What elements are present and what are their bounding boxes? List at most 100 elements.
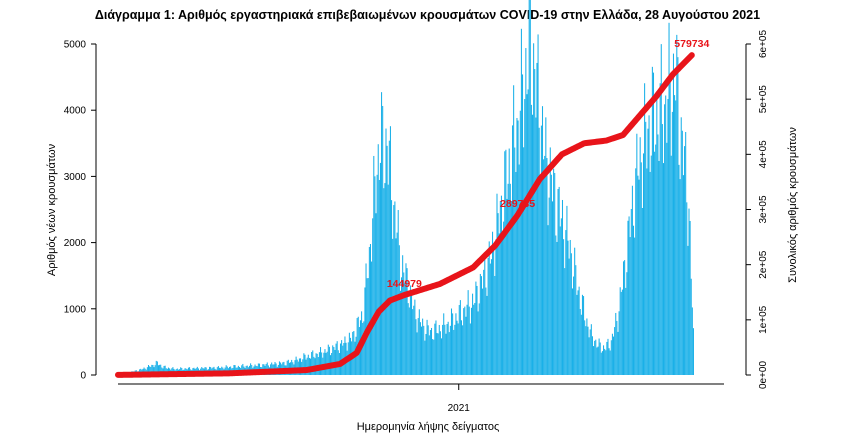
- bar: [534, 69, 536, 375]
- bar: [557, 188, 559, 375]
- bar: [646, 168, 648, 375]
- bar: [553, 168, 555, 375]
- bar: [659, 83, 661, 375]
- bar: [595, 339, 597, 375]
- bar: [531, 114, 534, 375]
- bar: [464, 306, 466, 375]
- bar: [529, 0, 531, 376]
- bar: [302, 359, 304, 375]
- bar: [414, 299, 416, 375]
- bar: [250, 363, 252, 375]
- bar: [670, 155, 672, 375]
- bar: [549, 147, 551, 375]
- bar: [447, 321, 449, 375]
- bar: [687, 245, 689, 375]
- bar: [392, 238, 394, 375]
- bar: [469, 323, 471, 375]
- bar: [666, 142, 668, 375]
- bar: [488, 241, 490, 375]
- bar: [564, 268, 566, 375]
- bar: [543, 159, 545, 375]
- bar: [657, 134, 659, 375]
- bar: [625, 287, 627, 375]
- bar: [516, 118, 518, 376]
- bar: [446, 324, 448, 375]
- bar: [530, 104, 532, 376]
- bar: [535, 117, 537, 376]
- bar: [655, 144, 657, 375]
- bar: [452, 313, 454, 375]
- bar: [425, 333, 427, 375]
- bar: [548, 197, 550, 375]
- bar: [454, 324, 456, 375]
- bar: [533, 43, 535, 375]
- bar: [418, 309, 420, 375]
- bar: [407, 303, 409, 375]
- bar: [617, 331, 619, 375]
- bar: [333, 347, 335, 375]
- bar: [493, 248, 495, 375]
- bar: [433, 339, 435, 375]
- bar: [620, 291, 622, 375]
- bar: [559, 226, 561, 375]
- bar: [155, 360, 157, 375]
- bar: [475, 281, 477, 375]
- bar: [618, 311, 620, 375]
- bar: [328, 346, 330, 375]
- bar: [637, 175, 639, 375]
- bar: [434, 323, 436, 375]
- bar: [496, 193, 498, 375]
- bar: [487, 257, 489, 375]
- y-axis-label: Αριθμός νέων κρουσμάτων: [46, 143, 58, 276]
- bar: [504, 151, 506, 375]
- bar: [568, 258, 570, 375]
- bar: [518, 164, 520, 375]
- bar: [499, 201, 501, 375]
- bar: [160, 364, 162, 375]
- bar: [538, 127, 540, 375]
- bar: [527, 89, 529, 375]
- bar: [500, 195, 502, 375]
- y2-tick-label: 1e+05: [758, 305, 769, 334]
- y2-tick-label: 0e+00: [758, 361, 769, 390]
- bar: [300, 358, 302, 375]
- bar: [665, 95, 667, 376]
- cumulative-line-path: [115, 52, 695, 378]
- bar: [677, 57, 679, 375]
- bar: [417, 318, 419, 375]
- bar: [651, 66, 653, 375]
- bar: [536, 62, 538, 376]
- bar: [684, 146, 686, 375]
- bar: [391, 200, 393, 375]
- bar: [295, 356, 297, 375]
- bar: [526, 94, 528, 375]
- y-tick-label: 5000: [64, 40, 87, 51]
- bar: [604, 348, 606, 375]
- bar: [315, 353, 317, 375]
- bar: [623, 261, 625, 375]
- bar: [565, 230, 567, 375]
- bar: [324, 349, 326, 375]
- bar: [405, 263, 407, 375]
- bar: [629, 237, 631, 375]
- bar: [668, 22, 670, 376]
- bar: [480, 276, 482, 375]
- x-axis-label: Ημερομηνία λήψης δείγματος: [357, 421, 500, 433]
- bar: [466, 304, 468, 375]
- bar: [439, 331, 441, 375]
- bar: [692, 328, 694, 375]
- bar: [627, 220, 629, 375]
- bar: [605, 350, 607, 375]
- bar: [156, 361, 158, 375]
- bar: [440, 338, 443, 375]
- bar: [419, 322, 421, 375]
- bar: [458, 305, 460, 375]
- bar: [304, 354, 306, 375]
- bar: [685, 132, 687, 375]
- bar: [445, 333, 447, 375]
- bar: [409, 285, 411, 375]
- x-tick-label: 2021: [448, 403, 471, 414]
- bar: [423, 325, 425, 375]
- bar: [383, 188, 385, 375]
